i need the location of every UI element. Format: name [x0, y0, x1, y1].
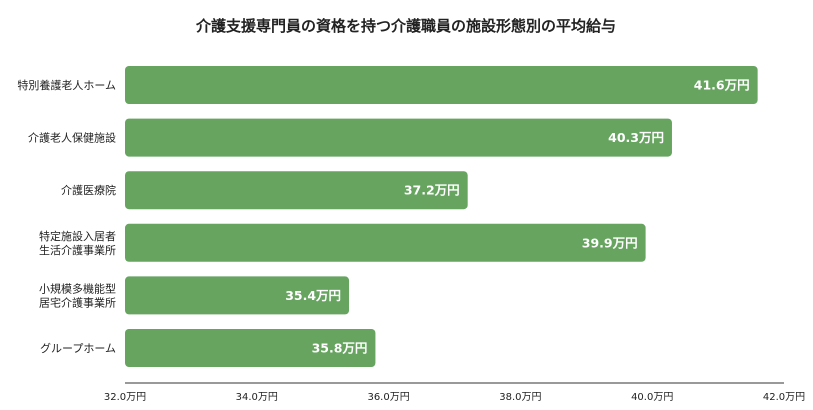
bar-value-label: 35.4万円: [285, 288, 341, 303]
bar: [125, 66, 758, 104]
x-tick-label: 34.0万円: [236, 392, 278, 403]
x-tick-label: 38.0万円: [499, 392, 541, 403]
category-label: 特定施設入居者: [39, 229, 116, 243]
bar-value-label: 41.6万円: [694, 78, 750, 93]
category-label: 小規模多機能型: [39, 281, 116, 295]
bar: [125, 223, 646, 262]
bar-value-label: 39.9万円: [582, 235, 638, 250]
x-axis-ticks-group: 32.0万円 34.0万円 36.0万円 38.0万円 40.0万円 42.0万円: [104, 392, 805, 403]
x-tick-label: 42.0万円: [763, 392, 805, 403]
bar: [125, 118, 672, 157]
category-label: 特別養護老人ホーム: [17, 78, 116, 92]
category-label: 生活介護事業所: [39, 243, 116, 257]
x-tick-label: 32.0万円: [104, 392, 146, 403]
category-label: 介護医療院: [61, 183, 116, 197]
category-label: 介護老人保健施設: [28, 131, 116, 145]
bar-value-label: 40.3万円: [608, 130, 664, 145]
bar-value-label: 37.2万円: [404, 183, 460, 198]
bar: [125, 329, 376, 367]
x-tick-label: 40.0万円: [631, 392, 673, 403]
bar-value-label: 35.8万円: [312, 341, 368, 356]
chart-title: 介護支援専門員の資格を持つ介護職員の施設形態別の平均給与: [195, 17, 616, 35]
x-tick-label: 36.0万円: [367, 392, 409, 403]
category-label: 居宅介護事業所: [39, 295, 116, 309]
bar: [125, 171, 468, 210]
bars-group: 41.6万円 40.3万円 37.2万円 39.9万円 35.4万円 35.8万円: [125, 66, 758, 367]
category-labels-group: 特別養護老人ホーム介護老人保健施設介護医療院特定施設入居者生活介護事業所小規模多…: [17, 78, 116, 355]
category-label: グループホーム: [40, 341, 116, 355]
bar: [125, 276, 350, 315]
